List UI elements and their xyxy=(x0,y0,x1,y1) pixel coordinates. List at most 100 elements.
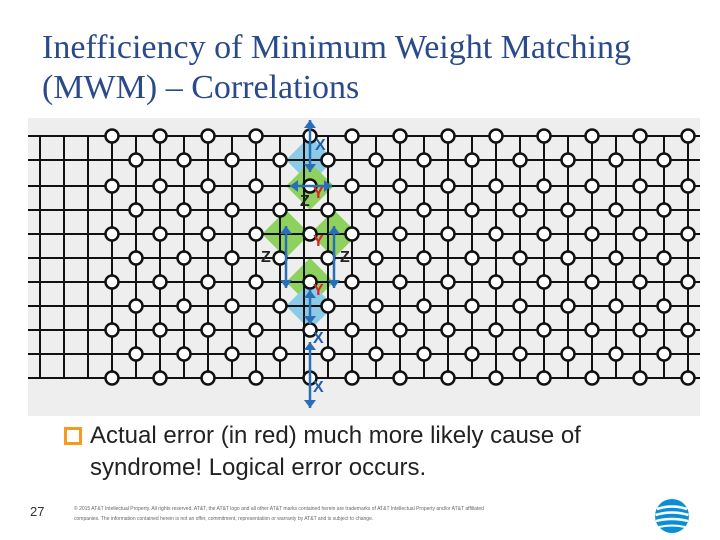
pauli-label: Y xyxy=(313,185,324,202)
qubit-node xyxy=(104,274,120,290)
qubit-node xyxy=(344,128,360,144)
pauli-label: X xyxy=(313,379,324,396)
qubit-node xyxy=(224,250,240,266)
qubit-node xyxy=(608,250,624,266)
qubit-node xyxy=(416,152,432,168)
arrow-head xyxy=(280,226,292,234)
qubit-node xyxy=(488,128,504,144)
page-number: 27 xyxy=(30,504,45,519)
qubit-node xyxy=(200,128,216,144)
qubit-node xyxy=(416,202,432,218)
qubit-node xyxy=(560,202,576,218)
arrow-head xyxy=(290,180,298,192)
qubit-node xyxy=(656,152,672,168)
qubit-node xyxy=(632,322,648,338)
qubit-node xyxy=(200,178,216,194)
qubit-node xyxy=(464,346,480,362)
pauli-label: Y xyxy=(313,282,324,299)
qubit-node xyxy=(608,298,624,314)
qubit-node xyxy=(368,250,384,266)
qubit-node xyxy=(302,226,318,242)
qubit-node xyxy=(368,298,384,314)
qubit-node xyxy=(368,202,384,218)
qubit-node xyxy=(560,346,576,362)
qubit-node xyxy=(440,370,456,386)
qubit-node xyxy=(536,128,552,144)
qubit-node xyxy=(392,370,408,386)
qubit-node xyxy=(248,274,264,290)
qubit-node xyxy=(128,202,144,218)
qubit-node xyxy=(512,298,528,314)
qubit-node xyxy=(392,226,408,242)
qubit-node xyxy=(368,152,384,168)
qubit-node xyxy=(632,274,648,290)
qubit-node xyxy=(680,178,696,194)
qubit-node xyxy=(488,226,504,242)
qubit-node xyxy=(560,250,576,266)
qubit-node xyxy=(152,178,168,194)
qubit-node xyxy=(128,346,144,362)
qubit-node xyxy=(680,370,696,386)
pauli-label: Z xyxy=(340,249,350,266)
qubit-node xyxy=(104,178,120,194)
arrow-head xyxy=(324,180,332,192)
qubit-node xyxy=(272,152,288,168)
qubit-node xyxy=(176,152,192,168)
qubit-node xyxy=(104,322,120,338)
arrow-head xyxy=(304,342,316,350)
qubit-node xyxy=(392,128,408,144)
qubit-node xyxy=(512,346,528,362)
qubit-node xyxy=(680,128,696,144)
qubit-node xyxy=(656,202,672,218)
qubit-node xyxy=(176,202,192,218)
qubit-node xyxy=(440,322,456,338)
qubit-node xyxy=(680,322,696,338)
arrow-head xyxy=(328,226,340,234)
qubit-node xyxy=(464,250,480,266)
qubit-node xyxy=(248,178,264,194)
qubit-node xyxy=(536,274,552,290)
copyright-footer: © 2015 AT&T Intellectual Property. All r… xyxy=(74,506,484,522)
qubit-node xyxy=(272,298,288,314)
qubit-node xyxy=(152,226,168,242)
qubit-node xyxy=(344,178,360,194)
qubit-node xyxy=(152,370,168,386)
qubit-node xyxy=(584,274,600,290)
qubit-node xyxy=(200,322,216,338)
qubit-node xyxy=(440,128,456,144)
qubit-node xyxy=(320,250,336,266)
qubit-node xyxy=(320,346,336,362)
qubit-node xyxy=(560,152,576,168)
qubit-node xyxy=(224,298,240,314)
qubit-node xyxy=(536,226,552,242)
qubit-node xyxy=(152,274,168,290)
pauli-label: Z xyxy=(300,193,310,210)
qubit-node xyxy=(416,250,432,266)
qubit-node xyxy=(104,226,120,242)
qubit-node xyxy=(512,152,528,168)
qubit-node xyxy=(392,274,408,290)
qubit-node xyxy=(224,152,240,168)
qubit-node xyxy=(680,226,696,242)
bullet-text: Actual error (in red) much more likely c… xyxy=(90,422,581,481)
qubit-node xyxy=(464,298,480,314)
qubit-node xyxy=(656,250,672,266)
qubit-node xyxy=(152,128,168,144)
qubit-node xyxy=(344,370,360,386)
qubit-node xyxy=(584,178,600,194)
qubit-node xyxy=(368,346,384,362)
arrow-head xyxy=(304,400,316,408)
qubit-node xyxy=(464,202,480,218)
arrow-head xyxy=(304,120,316,128)
qubit-node xyxy=(152,322,168,338)
qubit-node xyxy=(512,202,528,218)
qubit-node xyxy=(176,250,192,266)
qubit-node xyxy=(248,322,264,338)
arrow-head xyxy=(328,280,340,288)
qubit-node xyxy=(608,202,624,218)
qubit-node xyxy=(512,250,528,266)
qubit-node xyxy=(272,250,288,266)
qubit-node xyxy=(272,346,288,362)
qubit-node xyxy=(488,178,504,194)
qubit-node xyxy=(536,178,552,194)
